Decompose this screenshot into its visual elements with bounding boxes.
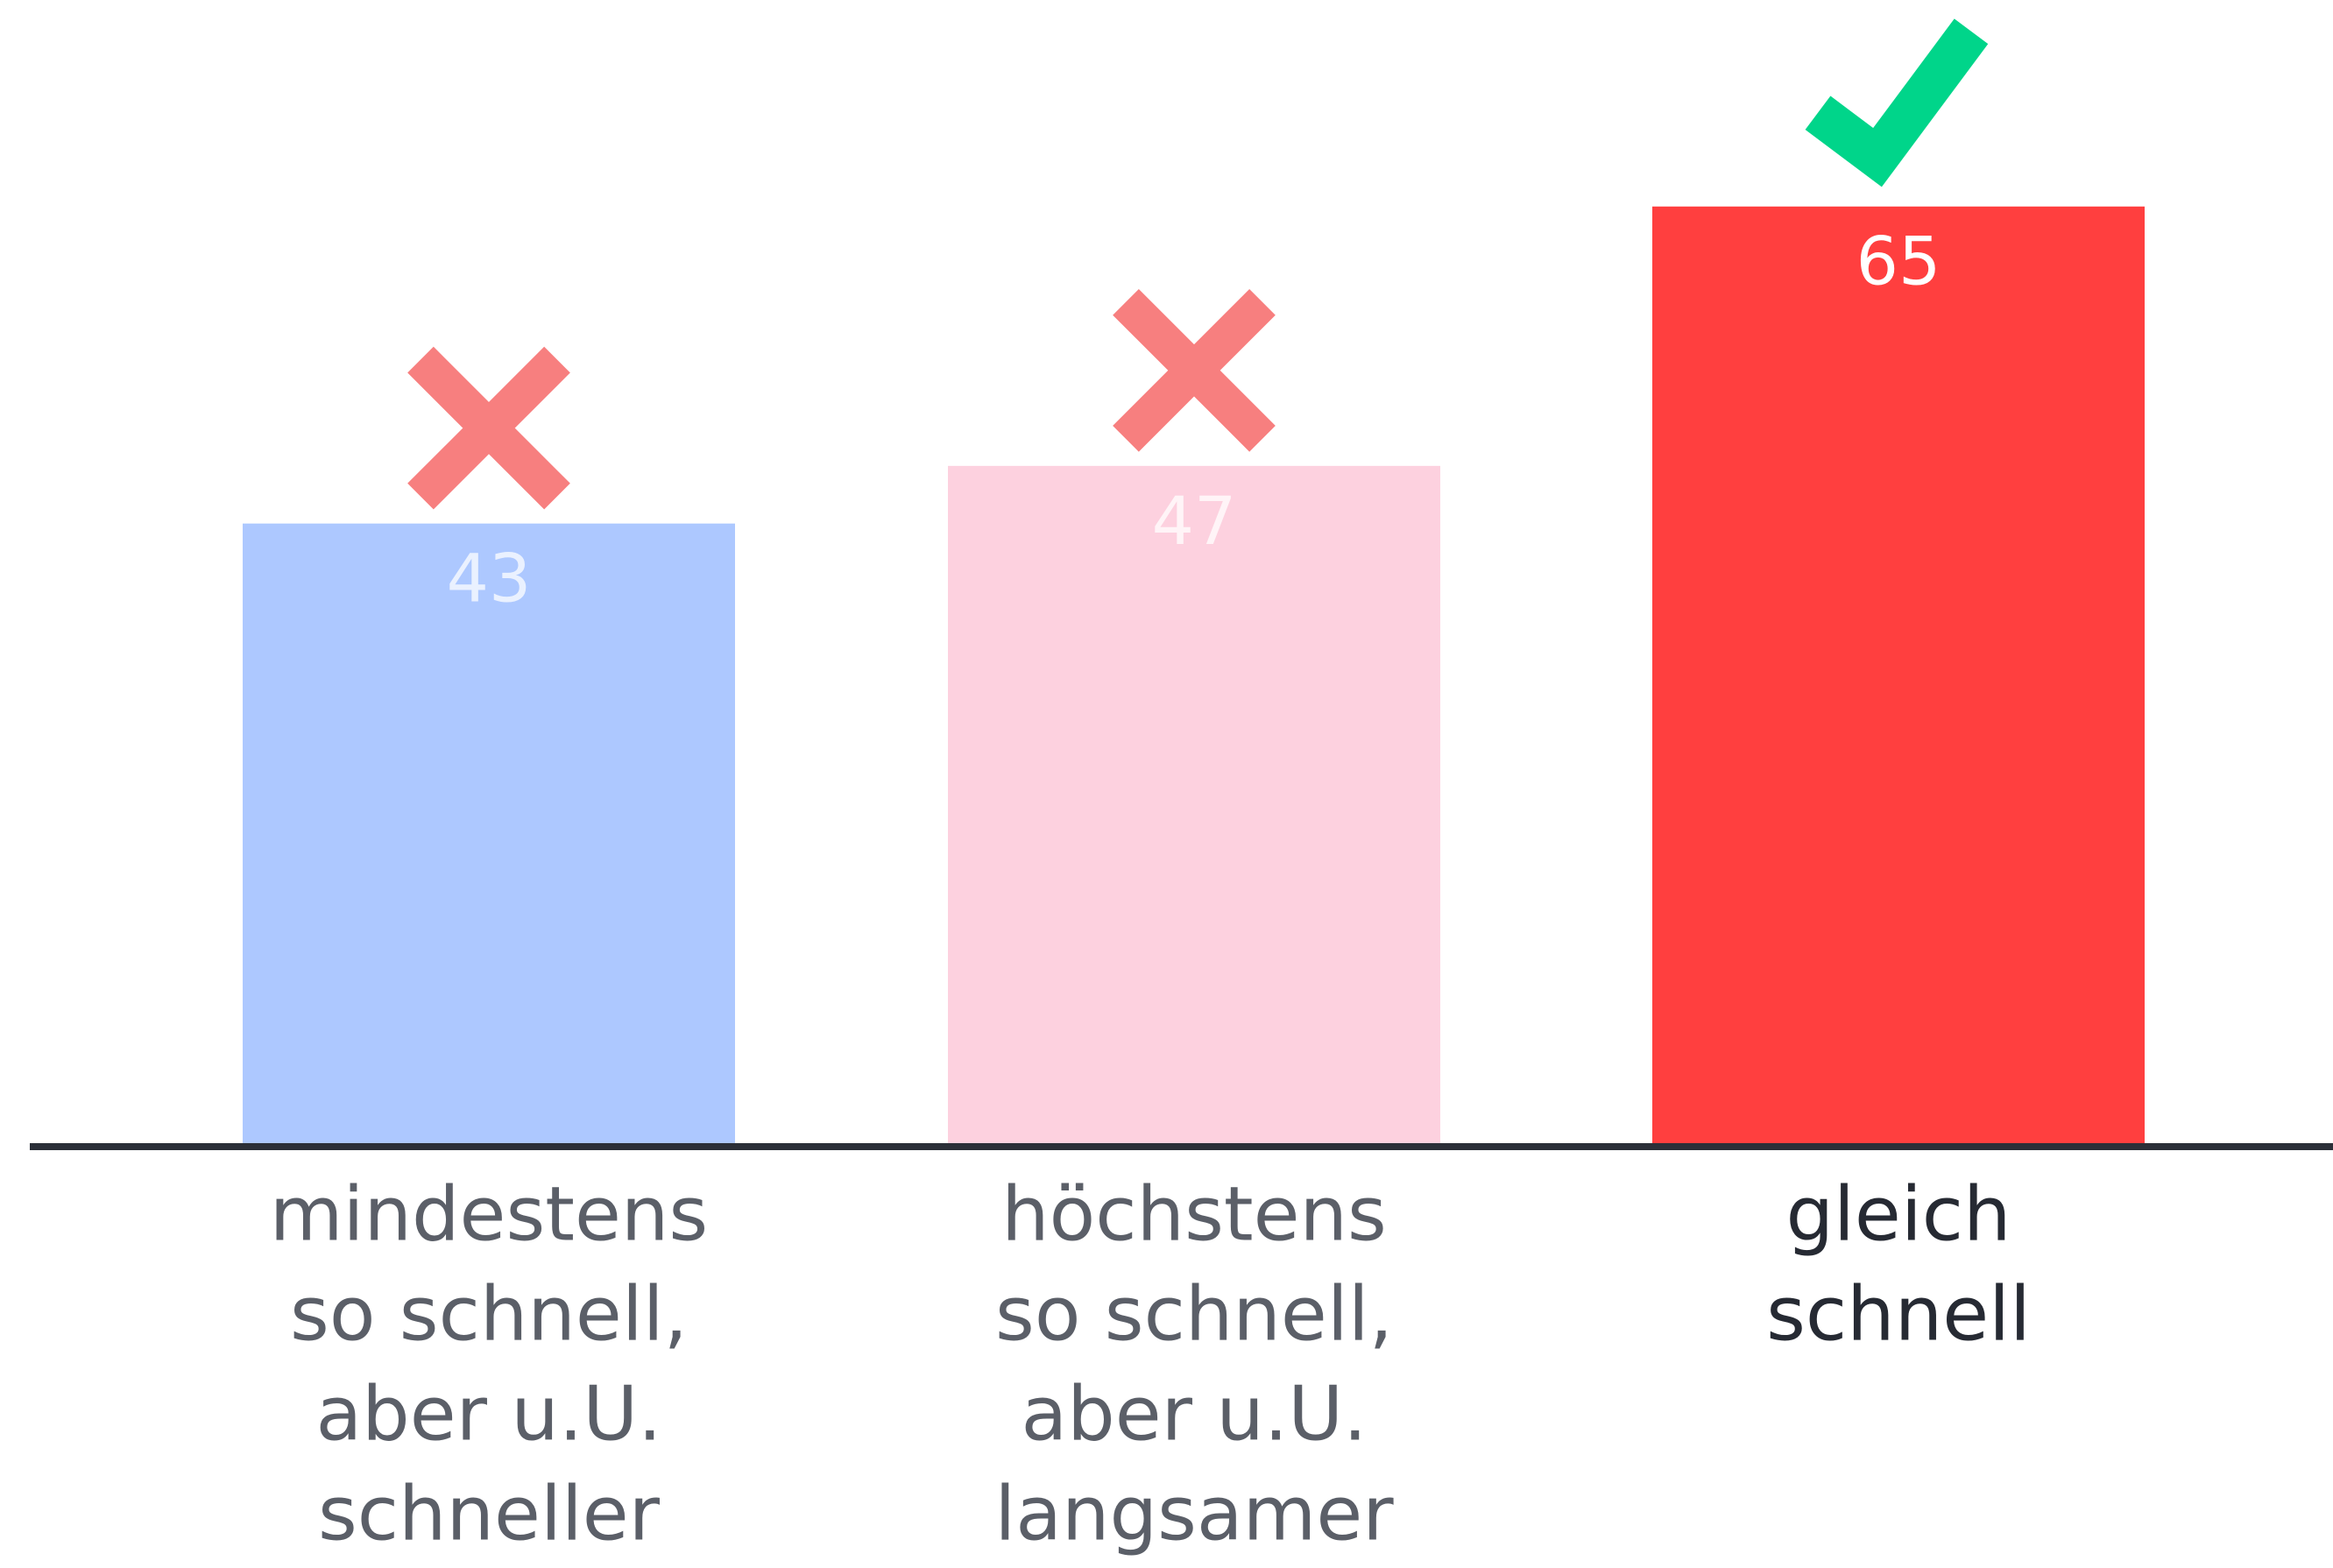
- cross-icon: [407, 346, 570, 510]
- value-label: 65: [1856, 222, 1941, 300]
- category-label: schnell: [1766, 1270, 2031, 1358]
- category-label: langsamer: [994, 1470, 1394, 1557]
- category-label: mindestens: [270, 1170, 708, 1258]
- category-label: aber u.U.: [1021, 1370, 1367, 1458]
- category-label: höchstens: [1001, 1170, 1387, 1258]
- bar: [243, 523, 735, 1143]
- category-label: aber u.U.: [315, 1370, 661, 1458]
- check-icon: [1805, 18, 1989, 187]
- category-label: gleich: [1785, 1170, 2011, 1258]
- cross-icon: [1113, 289, 1276, 452]
- category-label: schneller: [318, 1470, 661, 1557]
- category-label: so schnell,: [290, 1270, 688, 1358]
- category-label: so schnell,: [995, 1270, 1393, 1358]
- bar: [1652, 206, 2145, 1143]
- value-label: 43: [447, 540, 532, 618]
- value-label: 47: [1152, 482, 1237, 560]
- bar: [948, 465, 1440, 1143]
